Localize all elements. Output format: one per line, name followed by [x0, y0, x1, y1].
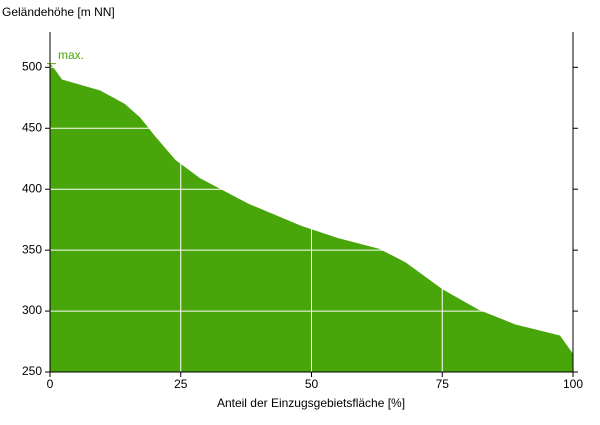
y-tick-label: 450 [22, 120, 42, 134]
y-tick-label: 250 [22, 364, 42, 378]
y-axis-label: Geländehöhe [m NN] [2, 5, 115, 19]
x-tick-label: 100 [563, 377, 583, 391]
x-tick-label: 25 [174, 377, 188, 391]
x-tick-label: 75 [436, 377, 450, 391]
y-tick-label: 500 [22, 60, 42, 74]
y-tick-label: 350 [22, 242, 42, 256]
x-axis-label: Anteil der Einzugsgebietsfläche [%] [217, 396, 405, 410]
x-tick-label: 0 [47, 377, 54, 391]
x-tick-label: 50 [305, 377, 319, 391]
y-tick-label: 300 [22, 303, 42, 317]
annotation: max. [58, 48, 84, 62]
y-tick-label: 400 [22, 181, 42, 195]
